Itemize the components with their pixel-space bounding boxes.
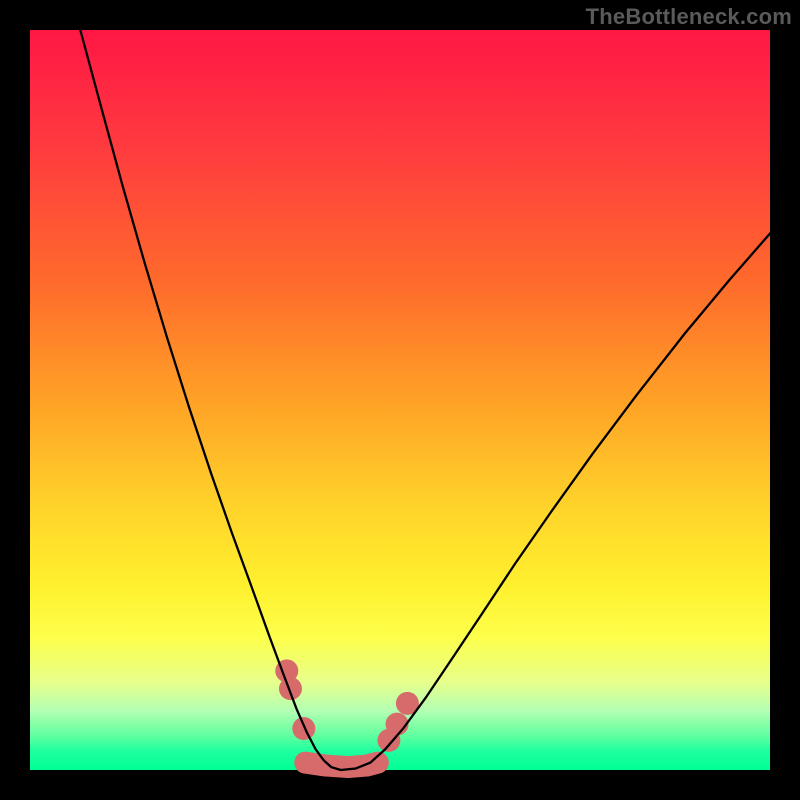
data-marker	[279, 677, 302, 700]
data-marker	[292, 717, 315, 740]
plot-background	[30, 30, 770, 770]
chart-svg	[0, 0, 800, 800]
watermark-text: TheBottleneck.com	[586, 4, 792, 30]
chart-canvas: TheBottleneck.com	[0, 0, 800, 800]
